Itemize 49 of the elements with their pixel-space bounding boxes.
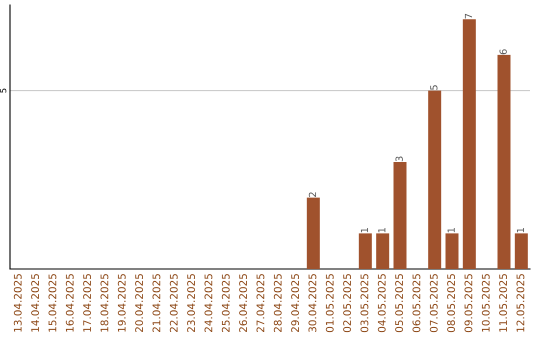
x-tick-label: 26.04.2025 xyxy=(239,274,248,332)
data-label: 5 xyxy=(430,85,438,90)
bar xyxy=(376,233,390,269)
bar xyxy=(394,162,406,269)
data-label: 1 xyxy=(378,228,386,232)
x-tick-label: 15.04.2025 xyxy=(48,274,56,332)
x-tick-label: 07.05.2025 xyxy=(430,274,438,332)
x-tick-label: 17.04.2025 xyxy=(83,274,92,332)
x-tick-label: 03.05.2025 xyxy=(360,274,368,332)
x-tick-label: 09.05.2025 xyxy=(464,274,472,332)
x-tick-label: 13.04.2025 xyxy=(14,274,22,332)
x-tick-label: 29.04.2025 xyxy=(291,274,300,332)
x-tick-label: 23.04.2025 xyxy=(187,274,196,332)
x-tick-label: 24.04.2025 xyxy=(204,274,212,332)
x-tick-label: 25.04.2025 xyxy=(222,274,230,332)
bar xyxy=(462,19,476,269)
x-tick-label: 01.05.2025 xyxy=(326,274,334,332)
data-label: 2 xyxy=(308,192,316,197)
bar xyxy=(306,198,320,269)
data-label: 1 xyxy=(516,228,524,232)
data-label: 7 xyxy=(464,14,472,18)
x-tick-label: 27.04.2025 xyxy=(256,274,264,332)
data-label: 3 xyxy=(395,156,403,162)
bar xyxy=(428,90,442,269)
x-tick-label: 22.04.2025 xyxy=(170,274,178,332)
bar xyxy=(446,233,458,269)
x-tick-label: 08.05.2025 xyxy=(447,274,456,332)
x-tick-label: 12.05.2025 xyxy=(516,274,524,332)
ref-line-label: 5 xyxy=(0,88,6,93)
x-tick-label: 19.04.2025 xyxy=(118,274,126,332)
x-tick-label: 18.04.2025 xyxy=(100,274,108,332)
bar xyxy=(498,54,510,269)
x-tick-label: 30.04.2025 xyxy=(308,274,316,332)
x-tick-label: 16.04.2025 xyxy=(66,274,74,332)
data-label: 6 xyxy=(499,49,507,54)
x-tick-label: 28.04.2025 xyxy=(274,274,282,332)
x-tick-label: 04.05.2025 xyxy=(378,274,386,332)
x-tick-label: 02.05.2025 xyxy=(343,274,352,332)
bar xyxy=(358,233,372,269)
x-tick-label: 21.04.2025 xyxy=(152,274,160,332)
data-label: 1 xyxy=(360,228,368,232)
x-tick-label: 05.05.2025 xyxy=(395,274,404,332)
x-tick-label: 06.05.2025 xyxy=(412,274,420,332)
bar xyxy=(514,233,528,269)
data-label: 1 xyxy=(448,228,455,232)
x-tick-label: 14.04.2025 xyxy=(31,274,40,332)
x-tick-label: 10.05.2025 xyxy=(482,274,490,332)
x-tick-label: 20.04.2025 xyxy=(135,274,144,332)
x-tick-label: 11.05.2025 xyxy=(499,274,508,332)
